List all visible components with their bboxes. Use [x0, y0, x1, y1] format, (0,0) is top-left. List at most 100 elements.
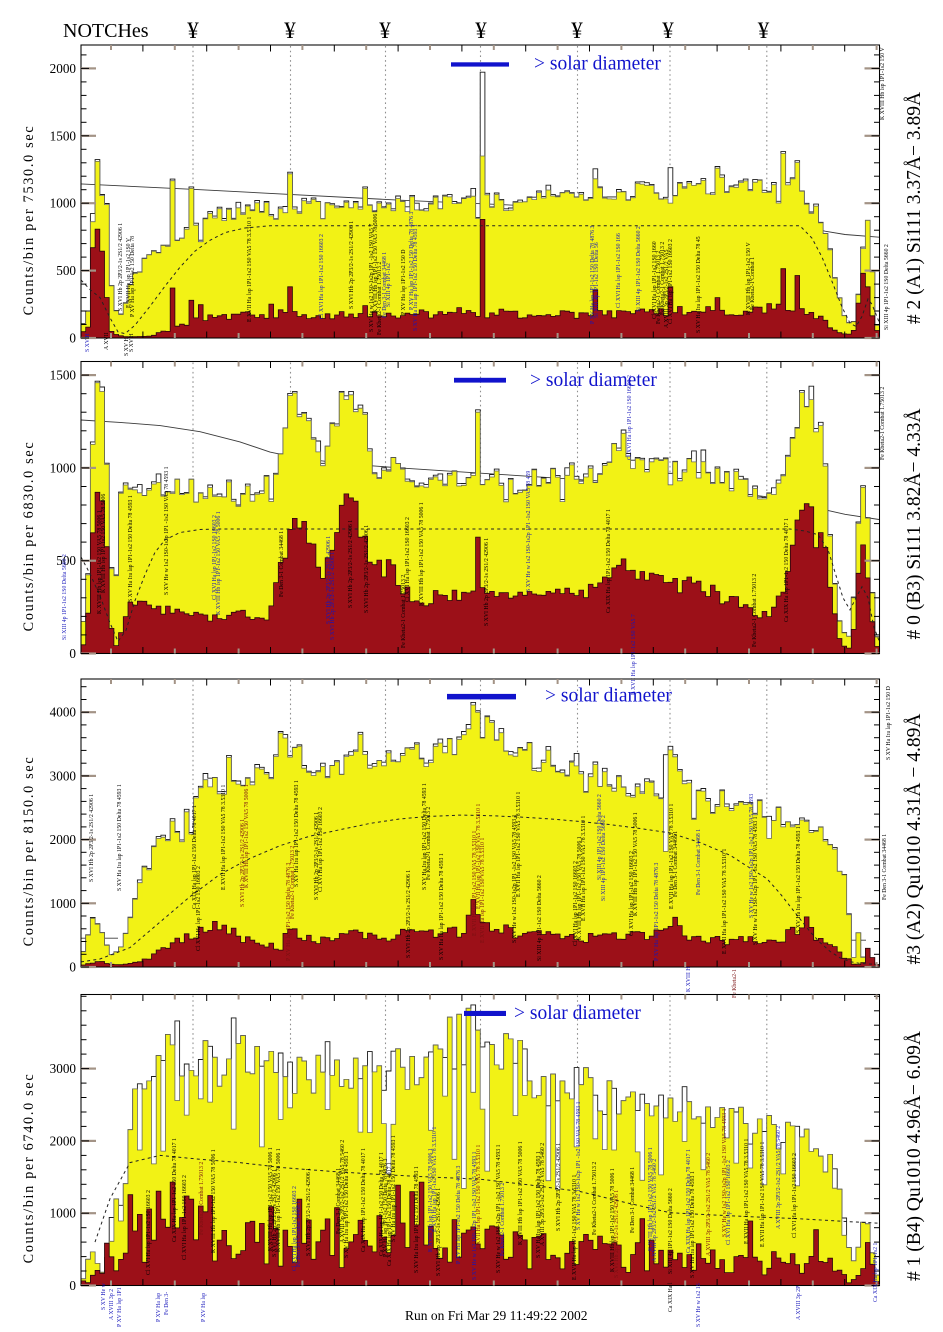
- svg-text:E XVII Ha lsp 1P1-1s2 1S0 VA5: E XVII Ha lsp 1P1-1s2 1S0 VA5 78 3.5310 …: [476, 803, 482, 909]
- svg-text:Cl XVI Ha lsp 1P1-1s2 1S0 1660: Cl XVI Ha lsp 1P1-1s2 1S0 16603 2: [196, 866, 202, 951]
- svg-text:Cl XVI Ha lsp 1P1-1s2 1S0 1660: Cl XVI Ha lsp 1P1-1s2 1S0 16603 2: [319, 234, 325, 319]
- svg-text:A XVIII 3p 2: A XVIII 3p 2: [109, 1289, 115, 1320]
- svg-text:Fe Den 3-1 Combat 34468 1: Fe Den 3-1 Combat 34468 1: [882, 834, 888, 900]
- svg-text:Fe Kbeta2-1: Fe Kbeta2-1: [732, 969, 738, 998]
- svg-text:E XVII Ha lsp 1P1-1s2 1S0 VA5: E XVII Ha lsp 1P1-1s2 1S0 VA5 78 3.5310 …: [760, 1141, 766, 1247]
- svg-text:P XV Ha lsp 1P1-1s2 150 Delta: P XV Ha lsp 1P1-1s2 150 Delta 78 4876 3: [383, 1159, 389, 1257]
- svg-text:S XV Ha Ira lap 1P1-1s2 150 D: S XV Ha Ira lap 1P1-1s2 150 D: [886, 686, 892, 760]
- svg-text:S XV H: S XV H: [124, 337, 130, 356]
- svg-text:Ca XIX Ha lsp 1P1-1s2 1: Ca XIX Ha lsp 1P1-1s2 1: [873, 1242, 879, 1302]
- svg-text:S XVI Hb 2p 2P3/2-1s 2S1/2 429: S XVI Hb 2p 2P3/2-1s 2S1/2 42906 1: [436, 1188, 442, 1276]
- svg-text:P XV Ha lsp 1P1-1s2 150 Delta: P XV Ha lsp 1P1-1s2 150 Delta 78 4876 3: [286, 863, 292, 961]
- svg-text:P XV Ha lsp 1P1-1s2 150 Delta: P XV Ha lsp 1P1-1s2 150 Delta 78 4876 3: [409, 212, 415, 310]
- svg-text:2000: 2000: [50, 832, 77, 847]
- svg-text:K XVIII Hb lsp 1P1-1s2 150 V: K XVIII Hb lsp 1P1-1s2 150 V: [746, 242, 752, 315]
- svg-text:Fe Den 3-: Fe Den 3-: [164, 1292, 170, 1315]
- svg-text:S XV Ha Ira lap 1P1-1s2 150 De: S XV Ha Ira lap 1P1-1s2 150 Delta 78 459…: [439, 853, 445, 960]
- svg-text:S XVI Hb 2p 2P3/2-1s 2S1/2 429: S XVI Hb 2p 2P3/2-1s 2S1/2 42906 1: [349, 221, 355, 309]
- svg-text:0: 0: [69, 960, 76, 975]
- svg-text:Fe Den 3-1 Combat 34468 1: Fe Den 3-1 Combat 34468 1: [673, 831, 679, 897]
- svg-text:Ca XIX Ha lsp 1P1-1s2 150 Delt: Ca XIX Ha lsp 1P1-1s2 150 Delta 78 4017 …: [784, 518, 790, 622]
- svg-text:Ca XIX Ha lsp 1P1-1s2 150 Delt: Ca XIX Ha lsp 1P1-1s2 150 Delta 78 4017 …: [172, 1138, 178, 1242]
- svg-text:E XVII Ha lsp 1P1-1s2 1S0 VA5: E XVII Ha lsp 1P1-1s2 1S0 VA5 78 3.5310 …: [472, 830, 478, 936]
- svg-text:A XVII: A XVII: [104, 332, 110, 350]
- svg-text:A XVIII 3p 2P3/2-1s2 2S1/2 VA5: A XVIII 3p 2P3/2-1s2 2S1/2 VA5: [664, 249, 670, 328]
- svg-text:E XVII Ha lsp 1P1-1s2 1S0 VA5: E XVII Ha lsp 1P1-1s2 1S0 VA5 78 3.5310 …: [480, 837, 486, 943]
- svg-text:P XV Ha lsp 1P1-1s2 150 Delta: P XV Ha lsp 1P1-1s2 150 Delta 78 4876 3: [590, 226, 596, 324]
- svg-text:Fe Kbeta2-1 Combat 1.75013 2: Fe Kbeta2-1 Combat 1.75013 2: [500, 1183, 506, 1256]
- svg-text:500: 500: [56, 553, 76, 568]
- svg-text:K XVIII Hb lsp 1P1-1s2 150 VA5: K XVIII Hb lsp 1P1-1s2 150 VA5 78 5006 1: [648, 1147, 654, 1251]
- svg-text:K XVIII Hb lsp 1P1-1s2 150 VA5: K XVIII Hb lsp 1P1-1s2 150 VA5 78 5006 1: [633, 812, 639, 916]
- svg-text:Cl XVI Ha lsp 1P1-1s2 1S0 1660: Cl XVI Ha lsp 1P1-1s2 1S0 16603 2: [573, 861, 579, 946]
- svg-text:2000: 2000: [50, 1133, 77, 1148]
- svg-text:E XVII Ha lsp 1P1-1s2 1S0 VA5: E XVII Ha lsp 1P1-1s2 1S0 VA5 78 3.5310 …: [722, 848, 728, 954]
- svg-text:Fe Kbeta2-1 Combat 1.75013 2: Fe Kbeta2-1 Combat 1.75013 2: [199, 1162, 205, 1235]
- svg-text:Si XIII 4p 1P1-1s2 1S0 Delta 5: Si XIII 4p 1P1-1s2 1S0 Delta 5660 2: [62, 554, 68, 640]
- svg-text:P XV Ha lsp 1P1-1s2 150 Delta: P XV Ha lsp 1P1-1s2 150 Delta 78 4876 3: [654, 863, 660, 961]
- svg-text:K XVIII Hb lsp 1P1-1s2 150 VA5: K XVIII Hb lsp 1P1-1s2 150 VA5 78 5006 1: [577, 836, 583, 940]
- svg-text:K XVIII Hb lsp 1P1-1s2 150 VA5: K XVIII Hb lsp 1P1-1s2 150 VA5 78 5006 1: [244, 784, 250, 888]
- svg-text:S XV Ha Ira lap 1P1-1s2 150 De: S XV Ha Ira lap 1P1-1s2 150 Delta 78 459…: [690, 1171, 696, 1278]
- svg-text:S XV H: S XV H: [85, 333, 91, 352]
- svg-text:Si XIII 4p 1P1-1s2: Si XIII 4p 1P1-1s2: [386, 263, 392, 307]
- svg-text:Run on Fri Mar 29 11:49:22 200: Run on Fri Mar 29 11:49:22 2002: [405, 1308, 588, 1323]
- svg-text:S XV Ha Ira lap 1P1-1s2 150 De: S XV Ha Ira lap 1P1-1s2 150 Delta 78 459…: [796, 826, 802, 933]
- svg-text:Counts/bin per 6830.0 sec: Counts/bin per 6830.0 sec: [21, 441, 37, 632]
- svg-text:S XV Ha Ira lap 1P1-1s2 150 De: S XV Ha Ira lap 1P1-1s2 150 Delta 78 459…: [128, 495, 134, 602]
- svg-text:1000: 1000: [50, 896, 77, 911]
- svg-text:S XV He w 1s2 1S0-1s2p 1P1 -1s: S XV He w 1s2 1S0-1s2p 1P1 -1s2 1S0 VA5 …: [753, 816, 759, 945]
- svg-text:# 2 (A1) Si111 3.37Å− 3.89Å: # 2 (A1) Si111 3.37Å− 3.89Å: [904, 92, 925, 324]
- svg-text:P XV Ha lsp 1P1: P XV Ha lsp 1P1: [117, 1287, 123, 1327]
- svg-text:Ca XIX Ha lsp 1P1-1s2 150 Delt: Ca XIX Ha lsp 1P1-1s2 150 Delta 78 4017 …: [686, 1149, 692, 1253]
- svg-text:Si XIII 4p 1P1-1s2 1S0 Delta 5: Si XIII 4p 1P1-1s2 1S0 Delta 5660 2: [597, 794, 603, 880]
- svg-text:> solar diameter: > solar diameter: [534, 54, 661, 75]
- svg-text:Fe Den 3-1 Combat 34468 1: Fe Den 3-1 Combat 34468 1: [279, 531, 285, 597]
- svg-text:K XVIII Hb lsp 1P1-1s2 150 VA5: K XVIII Hb lsp 1P1-1s2 150 VA5 78 5006 1: [419, 502, 425, 606]
- svg-text:P XV Ha lsp: P XV Ha lsp: [156, 1293, 162, 1322]
- svg-text:K XVIII Hb lsp 1P1-1s2 150 VA5: K XVIII Hb lsp 1P1-1s2 150 VA5 78 5006 1: [216, 511, 222, 615]
- svg-text:Cl XVI Ha lsp 1P1-1s2 1S0 1660: Cl XVI Ha lsp 1P1-1s2 1S0 16603 2: [318, 807, 324, 892]
- svg-text:E XVII Ha lsp 1P1-1s2 1S0 VA5: E XVII Ha lsp 1P1-1s2 1S0 VA5 78 3.5310 …: [432, 1126, 438, 1232]
- svg-text:¥: ¥: [758, 18, 770, 43]
- svg-text:1000: 1000: [50, 460, 77, 475]
- svg-text:S XVI Hb 2p 2P3/2-1s 2S1/2 429: S XVI Hb 2p 2P3/2-1s 2S1/2 42906 1: [326, 536, 332, 624]
- svg-text:Cl XVI Ha lsp 1P1-1s2 1S0 166: Cl XVI Ha lsp 1P1-1s2 1S0 166: [616, 233, 622, 308]
- svg-text:0: 0: [69, 646, 76, 661]
- svg-text:# 1 (B4) Qu1010 4.96Å− 6.09Å: # 1 (B4) Qu1010 4.96Å− 6.09Å: [904, 1031, 925, 1281]
- svg-text:E XVII Ha lsp 1P1-1s2 1S0 VA5: E XVII Ha lsp 1P1-1s2 1S0 VA5 7: [631, 614, 637, 695]
- svg-text:S XV Ha Ira lap 1P1-1s2 150 De: S XV Ha Ira lap 1P1-1s2 150 Delta 78 459…: [344, 1151, 350, 1258]
- svg-text:¥: ¥: [379, 18, 391, 43]
- svg-text:E XVII Ha lsp 1P1-1s2 1S0 VA5: E XVII Ha lsp 1P1-1s2 1S0 VA5 78 3.5310 …: [516, 791, 522, 897]
- svg-text:Cl XVI Ha lsp 1P1-1s2 1S0 1660: Cl XVI Ha lsp 1P1-1s2 1S0 16603 2: [182, 1175, 188, 1260]
- svg-text:Counts/bin per 6740.0 sec: Counts/bin per 6740.0 sec: [21, 1073, 37, 1264]
- svg-text:Si XIII 4p 1P1-1s2 1S0 Delta 5: Si XIII 4p 1P1-1s2 1S0 Delta 5660 2: [668, 1188, 674, 1274]
- svg-text:S XV Ha Ira lap 1P1-1s2 150 De: S XV Ha Ira lap 1P1-1s2 150 Delta 78 459…: [413, 224, 419, 331]
- svg-text:NOTCHes: NOTCHes: [63, 20, 149, 42]
- svg-text:1500: 1500: [50, 128, 77, 143]
- svg-text:1500: 1500: [50, 368, 77, 383]
- svg-text:Counts/bin per 7530.0 sec: Counts/bin per 7530.0 sec: [21, 125, 37, 316]
- svg-text:Fe Den 3-1 Combat 34468 1: Fe Den 3-1 Combat 34468 1: [296, 1201, 302, 1267]
- svg-text:Fe Kbeta2-1 Combat 1.75013 2: Fe Kbeta2-1 Combat 1.75013 2: [592, 1162, 598, 1235]
- svg-text:A XVIII 3p 2P3/2-1s2 2S1/2 VA5: A XVIII 3p 2P3/2-1s2 2S1/2 VA5 78 5460 2: [340, 1140, 346, 1243]
- svg-text:Fe Kbeta2-1 Combat 1.75013 2: Fe Kbeta2-1 Combat 1.75013 2: [660, 242, 666, 315]
- svg-text:Fe Kbeta2-1 Combat 1.75013 2: Fe Kbeta2-1 Combat 1.75013 2: [656, 251, 662, 324]
- svg-text:E XVII Ha lsp 1P1-1s2 1S0 VA5: E XVII Ha lsp 1P1-1s2 1S0 VA5 78 3.5310 …: [744, 1138, 750, 1244]
- svg-text:Cl XVI Ha lsp 1P1-1s2 1S0 1660: Cl XVI Ha lsp 1P1-1s2 1S0 16603 2: [792, 1153, 798, 1238]
- svg-text:500: 500: [56, 263, 76, 278]
- svg-text:K XVIII Hb lsp 1P1-1s2 150 VA5: K XVIII Hb lsp 1P1-1s2 150 VA5 78 5006 1: [268, 1147, 274, 1251]
- svg-text:S XVI Hb 2p 2P3/2-1s 2S1/2 429: S XVI Hb 2p 2P3/2-1s 2S1/2 42906 1: [556, 1143, 562, 1231]
- svg-text:K XVIII Hb lsp 1P1-1s2 150 VA5: K XVIII Hb lsp 1P1-1s2 150 VA5 78 5006 1: [276, 1148, 282, 1252]
- svg-text:S XVI Hb 2p 2P3/2-1s 2S1/2 429: S XVI Hb 2p 2P3/2-1s 2S1/2 42906 1: [240, 819, 246, 907]
- svg-text:S XV He w 1s2 1S0-1s2p 1P1 -1s: S XV He w 1s2 1S0-1s2p 1P1 -1s2 1S0 VA5 …: [496, 1144, 502, 1273]
- svg-text:S XVI Hb 2p 2P3/2-1s 2S1/2 429: S XVI Hb 2p 2P3/2-1s 2S1/2 42906 1: [484, 538, 490, 626]
- svg-text:K XVIII Hb lsp 1P1-1s2 150 VA5: K XVIII Hb lsp 1P1-1s2 150 VA5 78 5006 1: [610, 1168, 616, 1272]
- svg-text:E XVII Ha lsp 1P1-1s2 1S0 VA5: E XVII Ha lsp 1P1-1s2 1S0 VA5 78 3.5310 …: [476, 1144, 482, 1250]
- svg-text:E XVII Ha lsp 1P1-1s2 1S0 V: E XVII Ha lsp 1P1-1s2 1S0 V: [126, 237, 132, 308]
- svg-text:¥: ¥: [662, 18, 674, 43]
- svg-text:Counts/bin per 8150.0 sec: Counts/bin per 8150.0 sec: [21, 756, 37, 947]
- svg-text:A XVIII 3p 2P3/2-1s2 2S1/2 VA5: A XVIII 3p 2P3/2-1s2 2S1/2 VA5 78 5460 2: [706, 1153, 712, 1256]
- svg-text:S XVI Hb 2p 2P3/2-1s 2S1/2 429: S XVI Hb 2p 2P3/2-1s 2S1/2 42906 1: [614, 1190, 620, 1278]
- svg-text:S XV Ha Ira lap 1P1-1s2 150 De: S XV Ha Ira lap 1P1-1s2 150 Delta 78 459…: [391, 1135, 397, 1242]
